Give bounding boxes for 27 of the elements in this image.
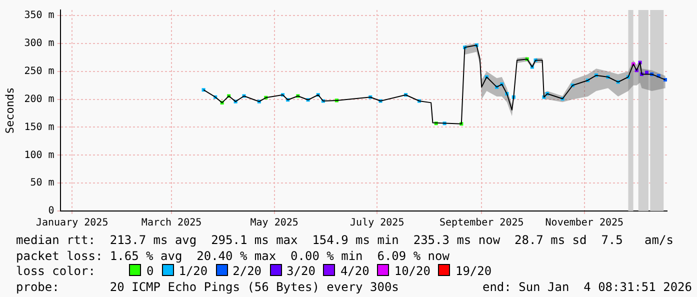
y-tick-label: 300 m [24,38,54,50]
text: median rtt: 213.7 ms avg 295.1 ms max 154.9 ms min 235.3 ms now 28.7 ms sd 7.5 am/s [16,233,674,248]
legend-label: 3/20 [286,264,316,280]
x-tick-label: January 2025 [36,218,108,229]
legend-label: 2/20 [232,264,262,280]
x-tick-label: July 2025 [350,218,404,229]
x-tick-label: March 2025 [141,218,202,229]
text: packet loss: 1.65 % avg 20.40 % max 0.00 % min 6.09 % now [16,248,450,264]
legend-label: 1/20 [178,264,208,280]
legend-label: 10/20 [394,264,430,280]
legend-title: loss color: [16,264,96,280]
legend-label: 4/20 [340,264,370,280]
x-tick-label: November 2025 [545,218,624,229]
y-tick-label: 200 m [24,94,54,105]
y-tick-label: 250 m [24,66,54,78]
y-axis-title: Seconds [3,87,16,134]
x-tick-label: May 2025 [250,218,298,229]
legend-label: 19/20 [455,264,492,280]
y-tick-label: 350 m [24,10,54,22]
legend-label: 0 [146,264,154,280]
y-tick-label: 150 m [24,122,54,133]
text: end: Sun Jan 4 08:31:51 2026 [482,280,692,295]
text: probe: 20 ICMP Echo Pings (56 Bytes) every 300s [16,280,399,295]
y-tick-label: 50 m [30,178,54,189]
y-tick-label: 100 m [24,150,54,161]
y-tick-label: 0 [48,206,54,217]
x-tick-label: September 2025 [439,218,524,229]
